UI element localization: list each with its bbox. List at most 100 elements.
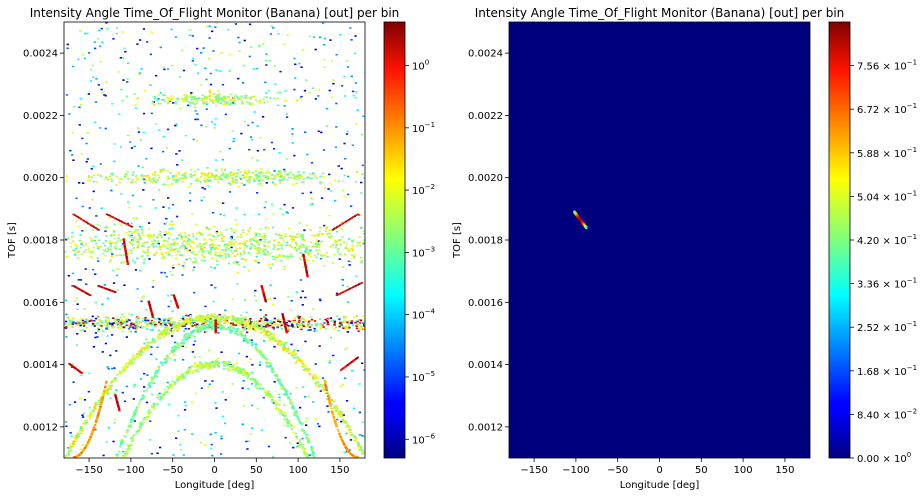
heatmap-cell <box>300 324 303 327</box>
heatmap-cell <box>253 378 256 381</box>
heatmap-cell <box>168 228 171 230</box>
heatmap-cell <box>115 389 118 391</box>
heatmap-cell <box>153 234 156 236</box>
heatmap-cell <box>301 192 304 195</box>
heatmap-cell <box>347 219 351 221</box>
heatmap-cell <box>316 241 319 244</box>
heatmap-cell <box>117 319 120 321</box>
heatmap-cell <box>270 141 274 144</box>
heatmap-cell <box>223 169 227 171</box>
heatmap-cell <box>72 65 75 68</box>
heatmap-cell <box>93 320 96 322</box>
heatmap-cell <box>131 439 134 442</box>
heatmap-cell <box>123 455 126 457</box>
heatmap-cell <box>68 113 71 115</box>
heatmap-cell <box>119 316 122 319</box>
heatmap-cell <box>124 251 127 254</box>
heatmap-cell <box>303 364 307 366</box>
heatmap-cell <box>181 317 184 320</box>
heatmap-cell <box>267 264 271 267</box>
heatmap-cell <box>205 322 209 325</box>
heatmap-cell <box>146 251 150 254</box>
heatmap-cell <box>109 248 112 251</box>
heatmap-cell <box>95 403 98 405</box>
heatmap-cell <box>224 113 227 116</box>
heatmap-cell <box>216 319 219 322</box>
heatmap-cell <box>283 323 286 325</box>
heatmap-cell <box>307 395 310 398</box>
heatmap-cell <box>169 321 172 323</box>
heatmap-cell <box>223 328 226 330</box>
heatmap-cell <box>297 233 300 235</box>
heatmap-cell <box>346 321 349 324</box>
heatmap-cell <box>210 120 214 123</box>
heatmap-cell <box>189 320 193 322</box>
heatmap-cell <box>337 329 340 332</box>
heatmap-cell <box>160 234 163 237</box>
heatmap-cell <box>123 222 126 224</box>
heatmap-cell <box>328 402 332 405</box>
heatmap-cell <box>297 322 300 325</box>
heatmap-cell <box>333 420 337 422</box>
heatmap-cell <box>100 400 103 403</box>
heatmap-cell <box>288 244 292 246</box>
heatmap-cell <box>150 379 154 381</box>
heatmap-cell <box>181 323 184 326</box>
heatmap-cell <box>361 164 364 167</box>
heatmap-cell <box>336 418 339 421</box>
heatmap-cell <box>193 253 196 256</box>
heatmap-cell <box>265 59 268 62</box>
heatmap-cell <box>267 241 270 244</box>
heatmap-cell <box>221 173 225 176</box>
heatmap-cell <box>120 178 123 180</box>
heatmap-cell <box>327 395 330 397</box>
heatmap-cell <box>131 356 134 359</box>
heatmap-cell <box>259 331 263 334</box>
heatmap-cell <box>244 339 247 342</box>
heatmap-cell <box>334 227 337 229</box>
heatmap-cell <box>278 152 281 154</box>
heatmap-cell <box>301 327 304 329</box>
heatmap-cell <box>200 52 203 54</box>
heatmap-cell <box>133 411 136 414</box>
heatmap-cell <box>205 101 208 103</box>
heatmap-cell <box>216 325 219 327</box>
heatmap-cell <box>136 316 139 319</box>
heatmap-cell <box>345 447 348 449</box>
heatmap-cell <box>132 354 135 357</box>
heatmap-cell <box>170 98 173 100</box>
heatmap-cell <box>289 171 293 174</box>
heatmap-cell <box>230 238 233 241</box>
heatmap-cell <box>242 374 245 377</box>
heatmap-cell <box>90 413 93 415</box>
heatmap-cell <box>104 94 107 97</box>
heatmap-cell <box>180 449 183 451</box>
heatmap-cell <box>214 26 217 28</box>
heatmap-cell <box>249 246 253 248</box>
heatmap-cell <box>169 323 172 326</box>
heatmap-cell <box>306 433 309 436</box>
heatmap-cell <box>341 180 344 183</box>
heatmap-cell <box>198 365 201 367</box>
heatmap-cell <box>189 366 192 369</box>
heatmap-cell <box>125 319 128 322</box>
heatmap-cell <box>235 262 238 265</box>
heatmap-cell <box>287 324 290 327</box>
heatmap-cell <box>201 366 205 368</box>
heatmap-cell <box>323 187 326 189</box>
heatmap-cell <box>122 254 126 256</box>
heatmap-cell <box>181 254 184 257</box>
heatmap-cell <box>230 249 233 252</box>
heatmap-cell <box>104 240 107 242</box>
heatmap-cell <box>188 321 191 324</box>
heatmap-cell <box>133 261 137 264</box>
heatmap-cell <box>214 320 217 323</box>
heatmap-cell <box>220 435 223 437</box>
heatmap-cell <box>304 340 307 343</box>
heatmap-cell <box>92 268 95 271</box>
heatmap-cell <box>197 97 200 100</box>
heatmap-cell <box>269 332 272 335</box>
heatmap-cell <box>252 328 255 330</box>
heatmap-cell <box>99 163 102 165</box>
heatmap-cell <box>237 352 241 355</box>
